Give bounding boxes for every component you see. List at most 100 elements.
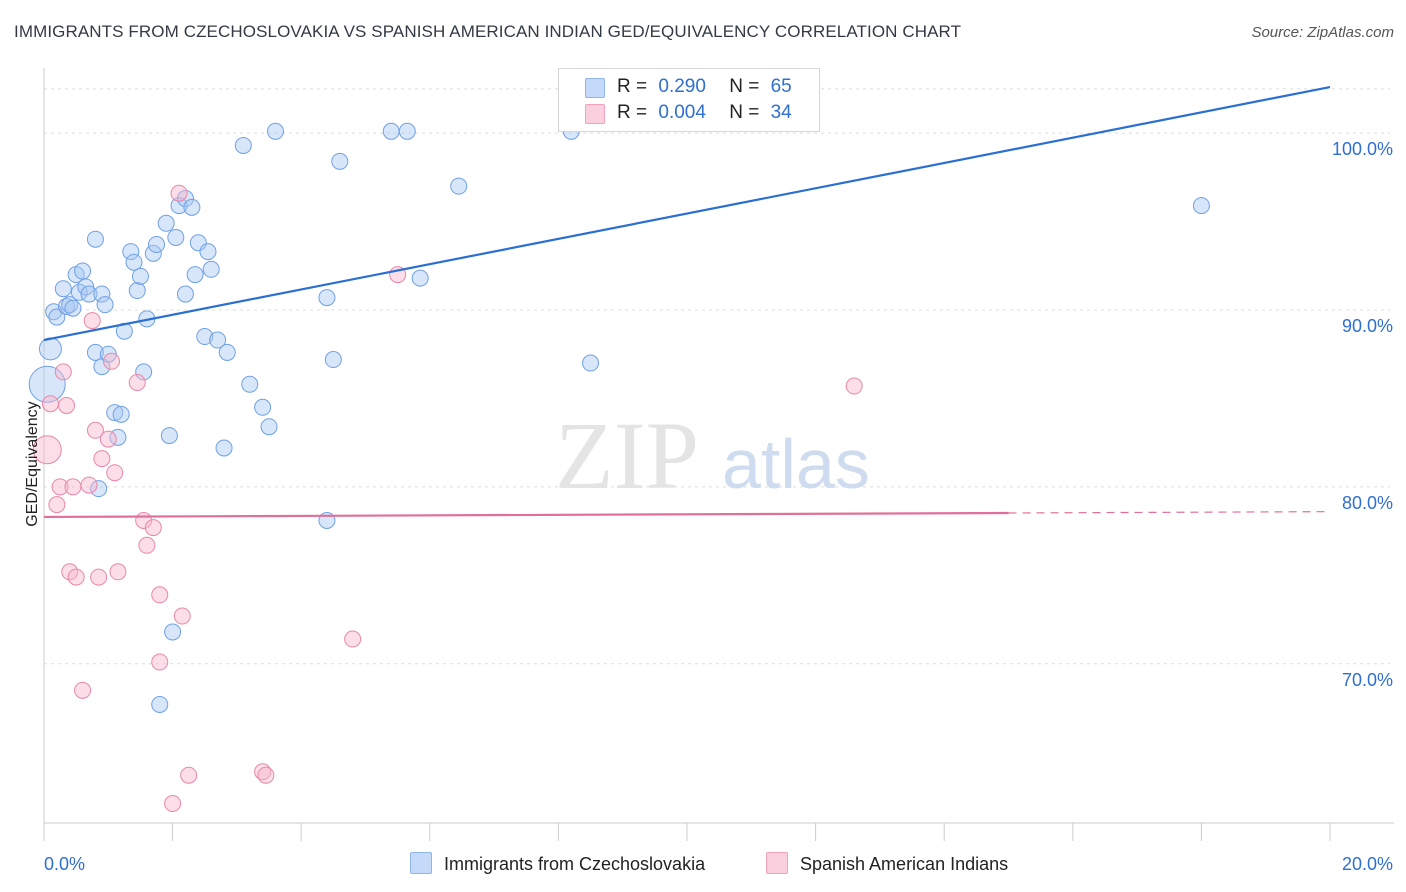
czechoslovakia-point (45, 303, 63, 321)
legend-swatch-pink (585, 104, 605, 124)
y-tick-label: 100.0% (1332, 139, 1393, 159)
source-label: Source: ZipAtlas.com (1251, 24, 1394, 41)
czechoslovakia-point (93, 285, 111, 303)
czechoslovakia-point (324, 351, 342, 369)
gridlines (44, 88, 1390, 665)
trend-line-spanish-american-indians (43, 511, 1009, 519)
spanish-american-indian-point (164, 795, 182, 813)
czechoslovakia-point (112, 405, 130, 423)
spanish-american-indian-point (80, 476, 98, 494)
czechoslovakia-point (215, 439, 233, 457)
czechoslovakia-point (48, 308, 66, 326)
czechoslovakia-point (183, 198, 201, 216)
spanish-american-indian-point (109, 563, 127, 581)
spanish-american-indian-point (103, 352, 121, 370)
legend-r-value: 0.290 (658, 76, 706, 97)
czechoslovakia-point (86, 230, 104, 248)
scatter-points (28, 122, 1210, 813)
czechoslovakia-point (254, 398, 272, 416)
czechoslovakia-point (241, 375, 259, 393)
czechoslovakia-point (398, 122, 416, 140)
spanish-american-indian-point (170, 184, 188, 202)
czechoslovakia-point (189, 234, 207, 252)
chart-title: IMMIGRANTS FROM CZECHOSLOVAKIA VS SPANIS… (14, 22, 962, 41)
spanish-american-indian-point (41, 395, 59, 413)
spanish-american-indian-point (138, 536, 156, 554)
czechoslovakia-point (144, 244, 162, 262)
spanish-american-indian-point (51, 478, 69, 496)
trend-line-extension (1008, 511, 1331, 514)
legend-r-value: 0.004 (658, 102, 706, 123)
spanish-american-indian-point (180, 766, 198, 784)
spanish-american-indian-point (83, 312, 101, 330)
czechoslovakia-point (96, 296, 114, 314)
czechoslovakia-point (234, 136, 252, 154)
czechoslovakia-point (74, 262, 92, 280)
spanish-american-indian-point (106, 464, 124, 482)
czechoslovakia-point (196, 328, 214, 346)
czechoslovakia-point (135, 363, 153, 381)
spanish-american-indian-point (48, 496, 66, 514)
czechoslovakia-point (382, 122, 400, 140)
czechoslovakia-point (148, 236, 166, 254)
spanish-american-indian-point (86, 421, 104, 439)
bottom-legend-swatch-pink (766, 852, 788, 874)
czechoslovakia-point (199, 243, 217, 261)
x-tick-label-max: 20.0% (1342, 854, 1393, 874)
spanish-american-indian-point (90, 568, 108, 586)
czechoslovakia-point (186, 266, 204, 284)
spanish-american-indian-point (344, 630, 362, 648)
legend-n-label: N = (729, 102, 760, 123)
czechoslovakia-point (176, 285, 194, 303)
legend-n-value: 65 (770, 76, 792, 97)
spanish-american-indian-point (67, 568, 85, 586)
czechoslovakia-point (318, 289, 336, 307)
legend-n-value: 34 (770, 102, 792, 123)
spanish-american-indian-point (128, 374, 146, 392)
legend-n-label: N = (729, 76, 760, 97)
czechoslovakia-point (122, 243, 140, 261)
legend-swatch-blue (585, 78, 605, 98)
czechoslovakia-point (170, 197, 188, 215)
legend-r-label: R = (617, 76, 648, 97)
czechoslovakia-point (86, 343, 104, 361)
czechoslovakia-point (54, 280, 72, 298)
czechoslovakia-point (157, 214, 175, 232)
spanish-american-indian-point (151, 653, 169, 671)
spanish-american-indian-point (93, 450, 111, 468)
bottom-legend-czechoslovakia: Immigrants from Czechoslovakia (410, 852, 705, 875)
trend-line-czechoslovakia (43, 85, 1331, 342)
czechoslovakia-point (38, 337, 62, 361)
czechoslovakia-point (80, 285, 98, 303)
spanish-american-indian-point (58, 397, 76, 415)
spanish-american-indian-point (54, 363, 72, 381)
spanish-american-indian-point (32, 435, 62, 465)
czechoslovakia-point (125, 253, 143, 271)
czechoslovakia-point (266, 122, 284, 140)
spanish-american-indian-point (257, 766, 275, 784)
y-tick-label: 70.0% (1342, 670, 1393, 690)
czechoslovakia-point (202, 260, 220, 278)
czechoslovakia-point (64, 299, 82, 317)
y-tick-label: 80.0% (1342, 493, 1393, 513)
legend: R = 0.290 N = 65 R = 0.004 N = 34 (558, 68, 820, 132)
watermark-atlas: atlas (722, 425, 870, 503)
tick-labels: 70.0% 80.0% 90.0% 100.0% 0.0% 20.0% (44, 139, 1393, 874)
y-tick-label: 90.0% (1342, 316, 1393, 336)
czechoslovakia-point (450, 177, 468, 195)
czechoslovakia-point (582, 354, 600, 372)
czechoslovakia-point (260, 418, 278, 436)
czechoslovakia-point (1192, 197, 1210, 215)
czechoslovakia-point (128, 282, 146, 300)
legend-r-label: R = (617, 102, 648, 123)
czechoslovakia-point (131, 267, 149, 285)
bottom-legend-label: Immigrants from Czechoslovakia (444, 854, 706, 874)
x-tick-label-min: 0.0% (44, 854, 85, 874)
czechoslovakia-point (209, 331, 227, 349)
trend-lines (43, 85, 1331, 519)
czechoslovakia-point (331, 152, 349, 170)
czechoslovakia-point (167, 228, 185, 246)
watermark-zip: ZIP (555, 402, 699, 509)
axes (43, 68, 1394, 841)
